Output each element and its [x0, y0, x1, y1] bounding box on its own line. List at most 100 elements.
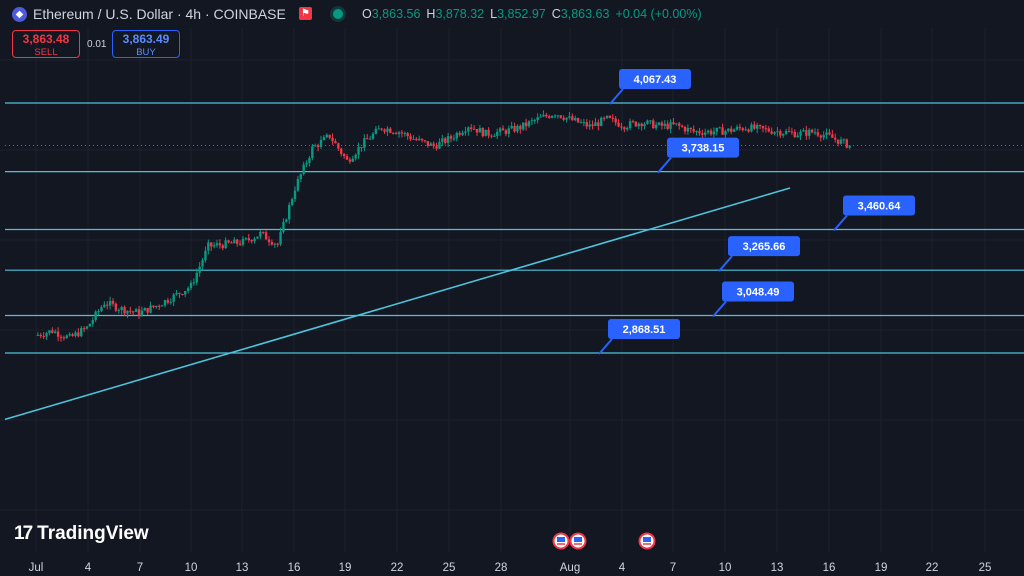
ohlc-key: L — [490, 7, 498, 21]
flag-icon[interactable]: ⚑ — [299, 7, 312, 20]
candle-body — [39, 334, 42, 337]
price-label-text: 3,460.64 — [858, 201, 902, 213]
candle-body — [730, 128, 733, 132]
price-label-text: 3,265.66 — [743, 241, 786, 253]
candle-body — [527, 121, 531, 127]
price-label-text: 4,067.43 — [634, 74, 677, 86]
candle-body — [259, 231, 262, 237]
candle-body — [51, 330, 54, 333]
candle-body — [305, 162, 308, 165]
candle-body — [660, 122, 664, 126]
candle-body — [163, 300, 167, 306]
candle-body — [250, 240, 253, 242]
candle-body — [721, 127, 724, 135]
x-tick-label: 19 — [339, 562, 352, 574]
candle-body — [244, 238, 248, 240]
candle-body — [103, 304, 106, 308]
candle-body — [296, 179, 300, 191]
candle-body — [74, 332, 77, 336]
brand-name: TradingView — [37, 523, 149, 544]
candle-body — [270, 241, 274, 245]
candle-body — [744, 129, 747, 131]
price-label-box — [619, 69, 691, 89]
candle-body — [779, 131, 782, 136]
candle-body — [493, 135, 496, 137]
candle-body — [510, 125, 513, 129]
candle-body — [747, 129, 750, 132]
candle-body — [501, 128, 505, 131]
candle-body — [678, 123, 681, 126]
candle-body — [559, 115, 562, 118]
candle-body — [834, 137, 837, 140]
candle-body — [262, 231, 265, 233]
candle-body — [470, 127, 473, 129]
candle-body — [149, 305, 152, 313]
price-label-pointer — [657, 157, 672, 174]
candle-body — [412, 138, 415, 140]
candle-body — [218, 243, 222, 246]
candle-body — [392, 132, 395, 134]
candle-body — [54, 331, 57, 333]
symbol-title[interactable]: Ethereum / U.S. Dollar · 4h · COINBASE — [33, 6, 286, 22]
candle-body — [602, 117, 606, 119]
candle-body — [186, 288, 190, 291]
candle-body — [169, 301, 172, 303]
candle-body — [389, 128, 392, 133]
x-tick-label: 7 — [670, 562, 676, 574]
candle-body — [839, 139, 843, 144]
candle-body — [522, 122, 525, 130]
candle-body — [842, 139, 846, 141]
candle-body — [761, 125, 765, 129]
candle-body — [836, 139, 840, 144]
candle-body — [787, 131, 791, 133]
candle-body — [230, 242, 233, 244]
price-label-box — [728, 236, 800, 257]
candle-body — [418, 138, 421, 141]
candle-body — [643, 124, 646, 127]
candle-body — [172, 294, 175, 302]
candle-body — [189, 282, 193, 289]
candle-body — [805, 130, 808, 136]
candle-body — [201, 260, 204, 267]
price-label-pointer — [598, 338, 613, 355]
candle-body — [337, 143, 340, 149]
ohlc-value: +0.04 (+0.00%) — [615, 7, 702, 21]
candle-body — [420, 138, 424, 141]
candle-body — [692, 129, 695, 132]
us-flag-canton — [557, 537, 565, 542]
x-tick-label: 4 — [85, 562, 92, 574]
candle-body — [380, 128, 383, 130]
candle-body — [773, 132, 776, 134]
candle-body — [195, 272, 198, 283]
candle-body — [111, 301, 115, 304]
candle-body — [108, 301, 112, 306]
candle-body — [62, 337, 66, 339]
candle-body — [215, 243, 219, 246]
candle-body — [524, 122, 528, 127]
candle-body — [597, 122, 600, 126]
ohlc-key: O — [362, 7, 372, 21]
candle-body — [631, 121, 635, 123]
candle-body — [155, 305, 158, 308]
buy-button[interactable]: 3,863.49 BUY — [112, 30, 180, 58]
market-status-icon[interactable] — [333, 9, 343, 19]
sell-button[interactable]: 3,863.48 SELL — [12, 30, 80, 58]
x-tick-label: 10 — [185, 562, 198, 574]
candle-body — [207, 242, 210, 251]
candle-body — [810, 129, 814, 133]
candle-body — [322, 137, 326, 141]
x-tick-label: 25 — [443, 562, 456, 574]
candle-body — [802, 130, 805, 132]
candle-body — [374, 128, 378, 134]
candle-body — [308, 157, 311, 163]
candle-body — [472, 128, 476, 130]
candle-body — [796, 135, 799, 138]
candle-body — [646, 120, 649, 125]
tradingview-logo[interactable]: 17 TradingView — [14, 523, 149, 545]
price-label-pointer — [718, 255, 733, 272]
candle-body — [247, 238, 250, 241]
buy-label: BUY — [136, 47, 156, 58]
candle-body — [758, 125, 762, 127]
ohlc-value: 3,863.56 — [371, 7, 421, 21]
